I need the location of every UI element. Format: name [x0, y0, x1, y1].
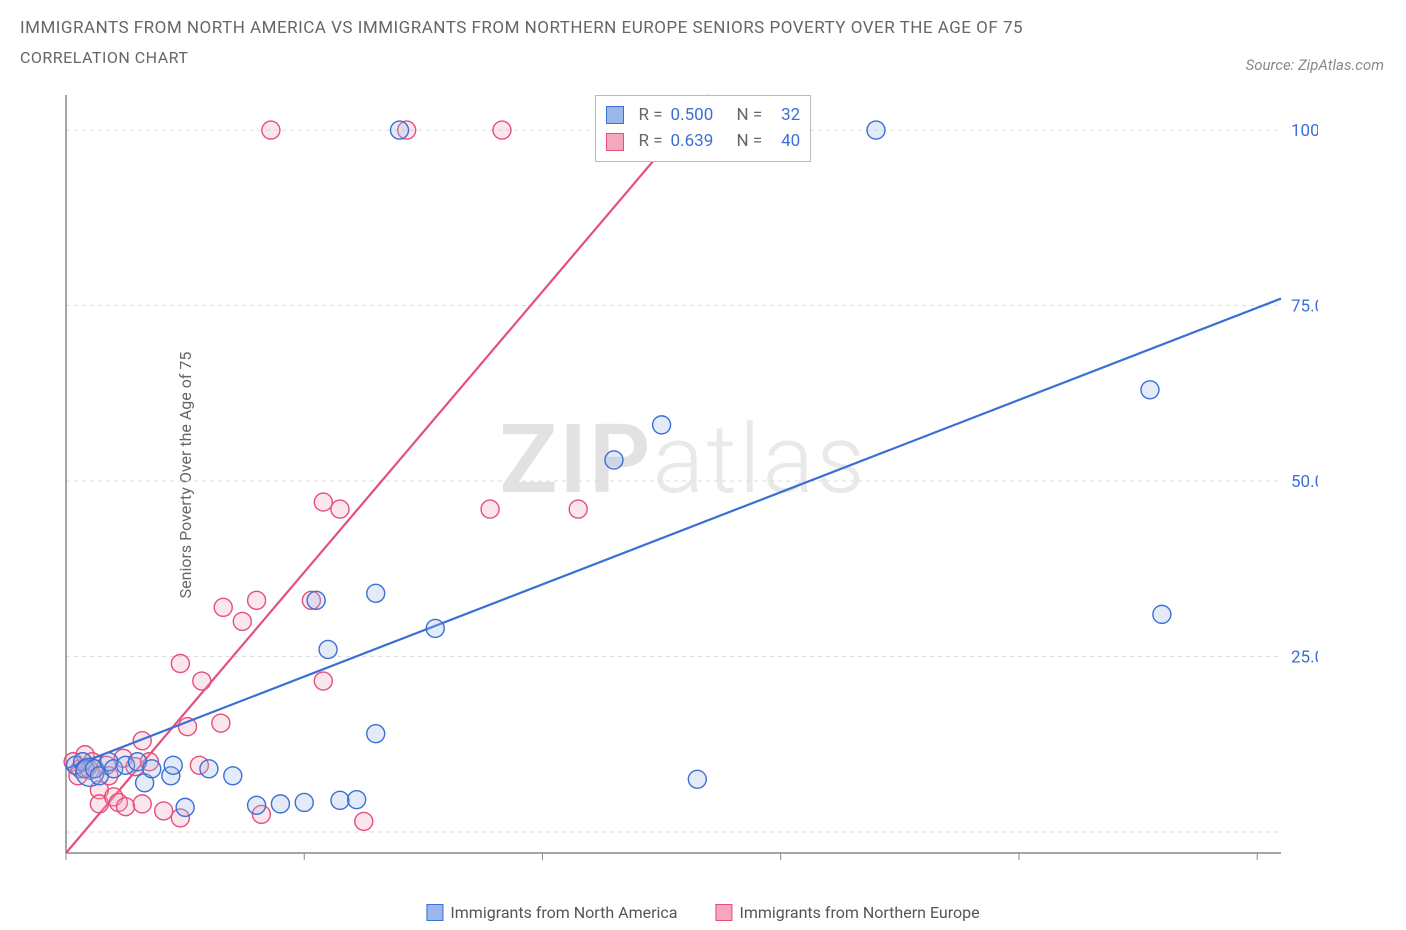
series-swatch [426, 904, 443, 921]
r-value: 0.639 [671, 128, 729, 154]
legend-item: Immigrants from Northern Europe [715, 903, 979, 922]
series-swatch [606, 133, 624, 151]
series-legend: Immigrants from North America Immigrants … [426, 903, 979, 922]
svg-text:100.0%: 100.0% [1291, 121, 1318, 141]
chart-area: Seniors Poverty Over the Age of 75 ZIPat… [48, 90, 1318, 860]
svg-text:50.0%: 50.0% [1291, 472, 1318, 492]
scatter-plot: 0.0%50.0%25.0%50.0%75.0%100.0% [48, 90, 1318, 860]
legend-label: Immigrants from North America [450, 903, 677, 922]
n-label: N = [737, 128, 763, 154]
correlation-row: R = 0.639 N = 40 [606, 128, 801, 154]
chart-title: IMMIGRANTS FROM NORTH AMERICA VS IMMIGRA… [20, 18, 1386, 38]
svg-text:25.0%: 25.0% [1291, 647, 1318, 667]
legend-label: Immigrants from Northern Europe [739, 903, 979, 922]
n-value: 32 [770, 102, 800, 128]
chart-subtitle: CORRELATION CHART [20, 48, 1386, 67]
r-label: R = [639, 102, 663, 128]
source-label: Source: ZipAtlas.com [1246, 56, 1384, 74]
r-value: 0.500 [671, 102, 729, 128]
r-label: R = [639, 128, 663, 154]
series-swatch [606, 106, 624, 124]
svg-text:75.0%: 75.0% [1291, 297, 1318, 317]
correlation-legend: R = 0.500 N = 32 R = 0.639 N = 40 [595, 95, 812, 162]
correlation-row: R = 0.500 N = 32 [606, 102, 801, 128]
series-swatch [715, 904, 732, 921]
legend-item: Immigrants from North America [426, 903, 677, 922]
n-value: 40 [770, 128, 800, 154]
n-label: N = [737, 102, 763, 128]
